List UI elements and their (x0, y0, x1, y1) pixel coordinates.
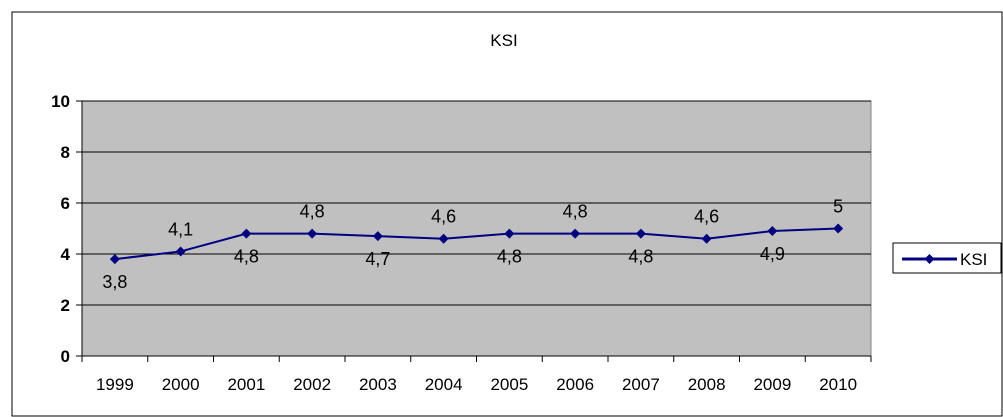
plot-area (81, 100, 872, 357)
axes (76, 100, 872, 362)
data-point-marker (701, 233, 712, 244)
legend: KSI (892, 242, 1002, 274)
x-tick-label: 1999 (96, 375, 134, 394)
data-label: 4,8 (628, 247, 653, 267)
data-label: 4,6 (694, 207, 719, 227)
data-label: 4,1 (168, 219, 193, 239)
chart-title: KSI (490, 31, 517, 50)
data-point-marker (307, 228, 318, 239)
data-point-marker (109, 254, 120, 265)
data-point-marker (175, 246, 186, 257)
data-point-marker (504, 228, 515, 239)
x-tick-label: 2007 (622, 375, 660, 394)
legend-label: KSI (960, 250, 987, 269)
data-label: 4,9 (760, 244, 785, 264)
data-point-marker (570, 228, 581, 239)
data-labels: 3,8 4,1 4,8 4,8 4,7 4,6 4,8 4,8 4,8 4,6 4,9 5 (102, 197, 843, 293)
y-tick-label: 0 (61, 347, 70, 366)
y-tick-label: 10 (51, 92, 70, 111)
y-tick-label: 8 (61, 143, 70, 162)
data-point-marker (241, 228, 252, 239)
x-axis-ticks: 1999 2000 2001 2002 2003 2004 2005 2006 2007 2008… (96, 375, 857, 394)
data-point-marker (372, 231, 383, 242)
data-point-marker (438, 233, 449, 244)
x-tick-label: 2000 (162, 375, 200, 394)
x-tick-label: 2002 (293, 375, 331, 394)
data-point-marker (833, 223, 844, 234)
series-layer (109, 223, 844, 265)
legend-marker (924, 254, 935, 264)
y-tick-label: 2 (61, 296, 70, 315)
x-tick-label: 2004 (425, 375, 463, 394)
data-point-marker (635, 228, 646, 239)
x-tick-label: 2001 (227, 375, 265, 394)
x-tick-label: 2008 (688, 375, 726, 394)
x-tick-label: 2003 (359, 375, 397, 394)
x-tick-label: 2009 (753, 375, 791, 394)
data-label: 4,6 (431, 207, 456, 227)
data-label: 4,8 (300, 202, 325, 222)
data-label: 4,8 (563, 202, 588, 222)
y-axis-ticks: 0 2 4 6 8 10 (51, 92, 70, 366)
y-tick-label: 6 (61, 194, 70, 213)
x-tick-label: 2005 (490, 375, 528, 394)
data-point-marker (767, 226, 778, 237)
y-tick-label: 4 (61, 245, 71, 264)
data-label: 4,8 (234, 247, 259, 267)
data-label: 4,7 (365, 249, 390, 269)
series-line (114, 227, 839, 261)
data-label: 3,8 (102, 272, 127, 292)
data-label: 5 (833, 197, 843, 217)
x-tick-label: 2010 (819, 375, 857, 394)
gridlines (82, 100, 871, 306)
x-tick-label: 2006 (556, 375, 594, 394)
data-label: 4,8 (497, 247, 522, 267)
